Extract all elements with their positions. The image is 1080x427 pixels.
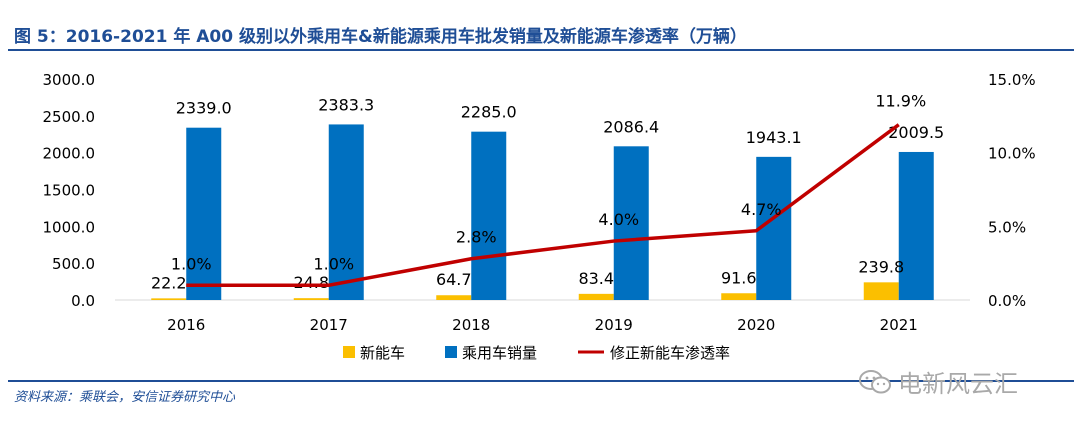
data-label-total: 2009.5 [888,123,944,142]
data-label-nev: 239.8 [858,257,904,276]
data-label-nev: 83.4 [578,269,614,288]
data-label-total: 2086.4 [603,117,659,136]
bar-nev [863,282,899,300]
data-label-nev: 91.6 [721,268,757,287]
bar-total [898,151,934,300]
x-tick-label: 2020 [737,316,775,334]
data-label-penetration: 1.0% [313,254,354,273]
y-right-tick-label: 5.0% [988,218,1026,236]
x-tick-label: 2017 [310,316,348,334]
legend-swatch [445,346,457,358]
wechat-icon [859,369,891,393]
y-left-tick-label: 2000.0 [43,145,96,163]
x-tick-label: 2018 [452,316,490,334]
bar-total [613,146,649,300]
bar-nev [721,293,757,300]
y-right-tick-label: 10.0% [988,145,1036,163]
y-left-tick-label: 1000.0 [43,218,96,236]
y-right-tick-label: 0.0% [988,292,1026,310]
watermark-text: 电新风云汇 [898,370,1018,398]
legend-swatch [343,346,355,358]
bar-total [471,131,507,300]
series-line-penetration [186,123,900,288]
data-label-penetration: 1.0% [171,254,212,273]
data-label-nev: 24.8 [293,273,329,292]
bar-total [328,124,364,300]
x-tick-label: 2019 [595,316,633,334]
y-left-tick-label: 0.0 [71,292,95,310]
bar-total [186,127,222,300]
data-label-nev: 22.2 [151,273,187,292]
data-label-penetration: 2.8% [456,228,497,247]
y-left-tick-label: 500.0 [52,255,95,273]
data-label-total: 2285.0 [461,103,517,122]
data-label-total: 1943.1 [746,128,802,147]
y-left-tick-label: 1500.0 [43,182,96,200]
legend-label: 新能车 [360,344,405,362]
y-left-tick-label: 2500.0 [43,108,96,126]
source-rule [8,380,1074,382]
data-label-penetration: 11.9% [875,92,926,111]
data-label-total: 2383.3 [318,95,374,114]
y-right-tick-label: 15.0% [988,71,1036,89]
title-rule [8,49,1074,51]
data-label-nev: 64.7 [436,270,472,289]
data-label-penetration: 4.0% [598,210,639,229]
bar-nev [151,298,187,300]
bar-nev [578,293,614,300]
legend-label: 乘用车销量 [462,344,537,362]
x-tick-label: 2016 [167,316,205,334]
bar-nev [436,295,472,300]
source-note: 资料来源：乘联会，安信证券研究中心 [14,390,236,405]
data-label-penetration: 4.7% [741,200,782,219]
data-label-total: 2339.0 [176,99,232,118]
x-tick-label: 2021 [880,316,918,334]
legend-label: 修正新能车渗透率 [610,344,730,362]
bar-nev [293,298,329,300]
watermark: 电新风云汇 [858,364,1018,399]
figure-title: 图 5：2016-2021 年 A00 级别以外乘用车&新能源乘用车批发销量及新… [14,27,747,47]
y-left-tick-label: 3000.0 [43,71,96,89]
